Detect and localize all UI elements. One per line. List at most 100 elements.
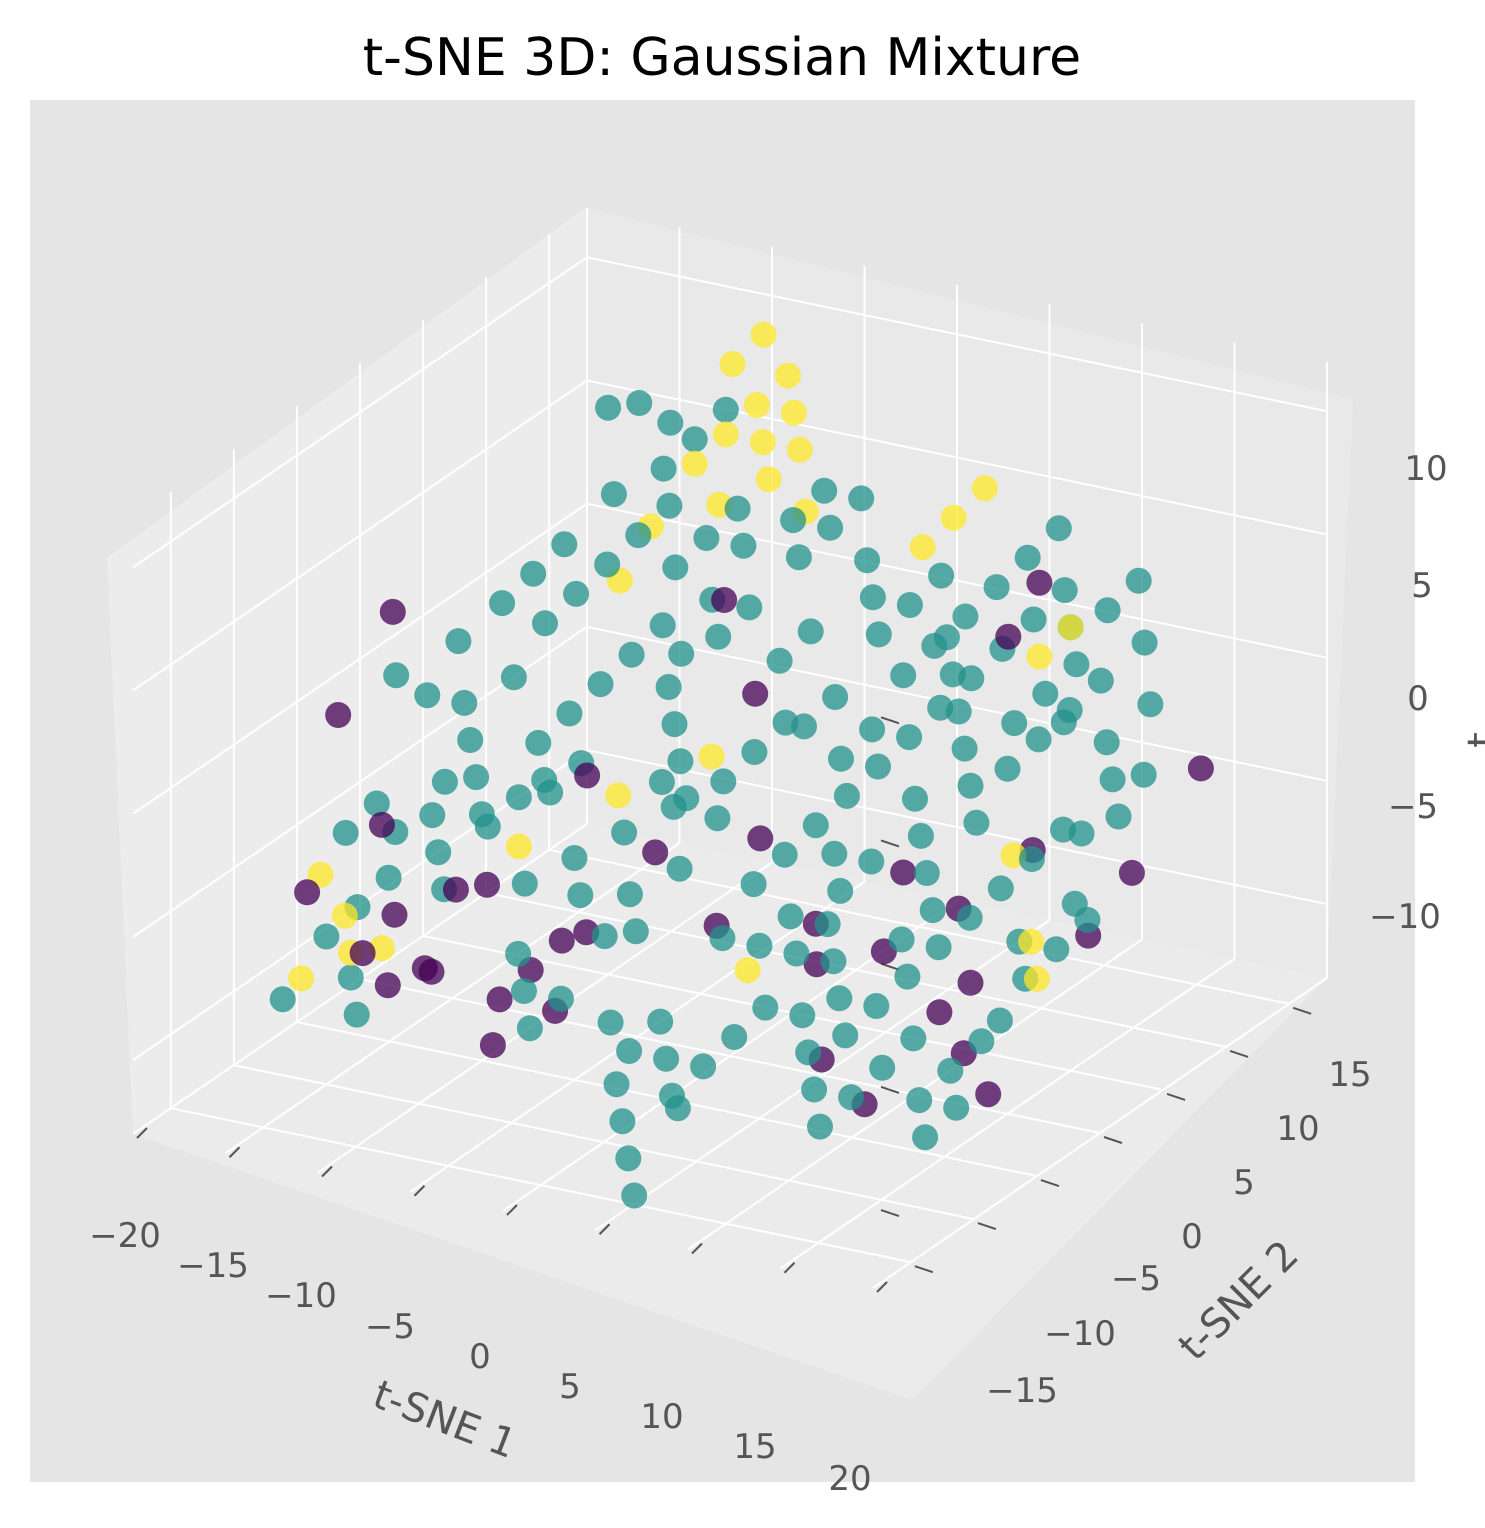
x-tick-label: 15 [733,1427,776,1467]
scatter-point-class-0 [711,587,738,613]
scatter-point-class-1 [943,1094,970,1121]
scatter-point-class-1 [313,923,340,950]
scatter-point-class-2 [605,782,632,809]
scatter-point-class-2 [750,321,777,348]
scatter-point-class-1 [474,813,501,840]
scatter-point-class-2 [786,436,813,463]
scatter-point-class-1 [1045,515,1072,542]
scatter-point-class-1 [863,993,890,1019]
scatter-point-class-2 [780,399,807,426]
x-tick-mark [228,1146,241,1158]
z-tick-label: −10 [1369,897,1441,937]
z-tick-mark [880,839,900,848]
scatter-point-class-1 [921,632,948,659]
grid-line-z-left [132,256,588,569]
scatter-point-class-0 [325,702,352,728]
scatter-point-class-1 [907,822,934,849]
scatter-point-class-1 [795,1039,822,1066]
scatter-point-class-1 [791,713,817,740]
scatter-point-class-2 [909,534,936,561]
scatter-point-class-1 [626,390,653,416]
scatter-point-class-1 [425,839,452,866]
scatter-point-class-1 [802,812,829,839]
scatter-point-class-1 [777,903,804,930]
scatter-point-class-1 [912,1124,939,1151]
scatter-point-class-1 [1032,680,1059,707]
scatter-point-class-0 [381,901,408,928]
scatter-point-class-1 [721,1024,748,1050]
grid-line-z-back [586,749,1328,906]
tick-marks [136,716,1312,1293]
scatter-point-class-1 [896,724,923,751]
scatter-point-class-1 [463,764,490,791]
z-tick-mark [880,1085,900,1094]
y-tick-label: 5 [1233,1163,1255,1203]
scatter-point-class-1 [511,870,538,897]
scatter-point-class-2 [1018,928,1045,955]
scatter-point-class-1 [906,1087,933,1114]
scatter-point-class-0 [442,876,469,903]
scatter-point-class-1 [597,1009,624,1036]
scatter-point-class-1 [594,551,621,578]
scatter-point-class-1 [505,784,532,811]
y-tick-label: 15 [1328,1055,1371,1095]
scatter-point-class-0 [474,871,500,898]
pane-back [585,208,1353,978]
scatter-point-class-1 [616,881,643,908]
scatter-point-class-1 [621,1182,648,1209]
scatter-point-class-1 [1068,820,1095,847]
scatter-point-class-1 [902,785,928,812]
scatter-point-class-1 [780,507,807,534]
scatter-point-class-0 [926,999,953,1026]
scatter-point-class-0 [368,811,395,838]
scatter-point-class-1 [657,409,684,436]
x-tick-label: 20 [828,1459,871,1499]
z-tick-labels: −10 −5 0 5 10 [1369,449,1448,937]
x-tick-labels: −20 −15 −10 −5 0 5 10 15 20 [89,1216,872,1499]
scatter-point-class-1 [925,934,952,961]
scatter-point-class-1 [520,560,547,587]
scatter-point-class-1 [814,911,841,938]
scatter-point-class-0 [957,969,984,996]
z-tick-label: 10 [1404,449,1447,489]
scatter-point-class-1 [332,819,359,846]
scatter-point-class-1 [611,819,638,846]
scatter-point-class-1 [827,877,854,904]
y-tick-label: −10 [1044,1314,1116,1354]
scatter-point-class-1 [656,492,683,519]
scatter-point-class-1 [945,698,972,725]
scatter-points [269,321,1214,1209]
x-tick-label: 0 [469,1337,491,1377]
scatter-point-class-1 [343,1001,370,1028]
scatter-point-class-1 [551,531,578,558]
scatter-point-class-1 [865,621,892,648]
y-tick-labels: −15 −10 −5 0 5 10 15 [986,1055,1372,1411]
scatter-point-class-1 [662,554,689,581]
scatter-point-class-2 [712,421,739,448]
scatter-point-class-1 [655,674,682,700]
scatter-point-class-2 [1023,965,1050,992]
scatter-point-class-1 [900,1025,927,1052]
scatter-point-class-1 [822,684,849,710]
scatter-point-class-1 [414,682,441,709]
scatter-point-class-1 [704,805,731,832]
scatter-point-class-1 [783,940,810,967]
scatter-point-class-1 [647,1008,674,1035]
z-tick-mark [880,1209,900,1218]
scatter-point-class-2 [940,504,967,531]
scatter-point-class-2 [1026,643,1053,670]
scatter-point-class-1 [1025,726,1052,753]
scatter-point-class-1 [603,1071,630,1098]
scatter-point-class-1 [561,845,588,871]
y-tick-label: −5 [1111,1259,1161,1299]
scatter-point-class-1 [600,481,627,508]
scatter-point-class-1 [1093,729,1120,756]
scatter-point-class-1 [664,1095,691,1122]
scatter-point-class-1 [1051,577,1078,604]
scatter-point-class-2 [755,466,782,493]
scatter-point-class-0 [747,825,774,852]
scatter-point-class-0 [574,762,601,789]
x-tick-mark [506,1204,518,1216]
scatter-point-class-1 [525,729,552,756]
